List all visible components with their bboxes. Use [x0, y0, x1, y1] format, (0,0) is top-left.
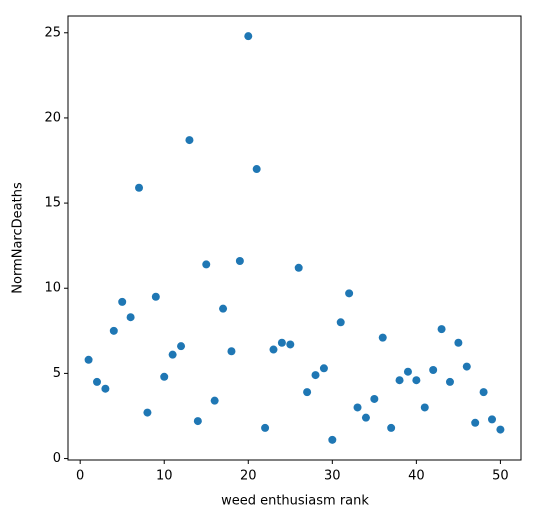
y-axis-label: NormNarcDeaths — [11, 182, 26, 294]
point — [378, 333, 387, 342]
point — [403, 367, 412, 376]
x-tick-label: 50 — [492, 469, 509, 484]
point — [328, 435, 337, 444]
point — [294, 263, 303, 272]
point — [496, 425, 505, 434]
point — [101, 384, 110, 393]
point — [244, 32, 253, 41]
point — [420, 403, 429, 412]
x-tick-label: 0 — [76, 469, 84, 484]
point — [193, 417, 202, 426]
x-tick-label: 40 — [408, 469, 425, 484]
point — [277, 338, 286, 347]
point — [387, 423, 396, 432]
point — [311, 371, 320, 380]
point — [286, 340, 295, 349]
y-tick-label: 5 — [53, 366, 61, 381]
point — [92, 377, 101, 386]
point — [462, 362, 471, 371]
point — [336, 318, 345, 327]
point — [471, 418, 480, 427]
point — [370, 394, 379, 403]
point — [135, 183, 144, 192]
point — [126, 313, 135, 322]
point — [488, 415, 497, 424]
point — [269, 345, 278, 354]
point — [177, 342, 186, 351]
point — [303, 388, 312, 397]
point — [168, 350, 177, 359]
x-tick-label: 20 — [240, 469, 257, 484]
point — [84, 355, 93, 364]
point — [445, 377, 454, 386]
x-axis-label: weed enthusiasm rank — [221, 494, 369, 509]
point — [160, 372, 169, 381]
point — [210, 396, 219, 405]
point — [143, 408, 152, 417]
x-tick-label: 30 — [324, 469, 341, 484]
point — [252, 165, 261, 174]
point — [353, 403, 362, 412]
point — [361, 413, 370, 422]
point — [109, 326, 118, 335]
point — [319, 364, 328, 373]
point — [227, 347, 236, 356]
point — [454, 338, 463, 347]
point — [345, 289, 354, 298]
point — [479, 388, 488, 397]
point — [261, 423, 270, 432]
point — [151, 292, 160, 301]
point — [395, 376, 404, 385]
point — [429, 365, 438, 374]
point — [185, 136, 194, 145]
y-tick-label: 15 — [44, 196, 61, 211]
y-tick-label: 20 — [44, 110, 61, 125]
point — [118, 297, 127, 306]
point — [235, 256, 244, 265]
point — [412, 376, 421, 385]
y-tick-label: 10 — [44, 281, 61, 296]
point — [219, 304, 228, 313]
point — [437, 325, 446, 334]
y-tick-label: 0 — [53, 451, 61, 466]
x-tick-label: 10 — [156, 469, 173, 484]
y-tick-label: 25 — [44, 25, 61, 40]
point — [202, 260, 211, 269]
plot-frame — [67, 15, 522, 461]
